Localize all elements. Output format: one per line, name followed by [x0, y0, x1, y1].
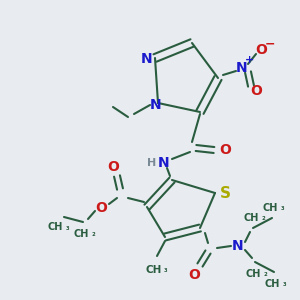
Text: ₂: ₂	[261, 214, 265, 223]
Text: ₃: ₃	[65, 223, 69, 232]
Text: N: N	[141, 52, 153, 66]
Text: CH: CH	[47, 222, 63, 232]
Text: N: N	[158, 156, 170, 170]
Text: CH: CH	[245, 269, 261, 279]
Text: S: S	[220, 187, 230, 202]
Text: O: O	[250, 84, 262, 98]
Text: +: +	[245, 55, 255, 65]
Text: O: O	[188, 268, 200, 282]
Text: ₃: ₃	[282, 280, 286, 289]
Text: ₂: ₂	[263, 269, 267, 278]
Text: O: O	[255, 43, 267, 57]
Text: ₂: ₂	[91, 230, 95, 238]
Text: ₃: ₃	[280, 203, 284, 212]
Text: CH: CH	[73, 229, 89, 239]
Text: O: O	[95, 201, 107, 215]
Text: O: O	[107, 160, 119, 174]
Text: N: N	[232, 239, 244, 253]
Text: CH: CH	[146, 265, 162, 275]
Text: CH: CH	[262, 203, 278, 213]
Text: N: N	[236, 61, 248, 75]
Text: ₃: ₃	[163, 266, 167, 274]
Text: H: H	[147, 158, 157, 168]
Text: N: N	[150, 98, 162, 112]
Text: −: −	[265, 38, 275, 50]
Text: CH: CH	[243, 213, 259, 223]
Text: CH: CH	[264, 279, 280, 289]
Text: O: O	[219, 143, 231, 157]
